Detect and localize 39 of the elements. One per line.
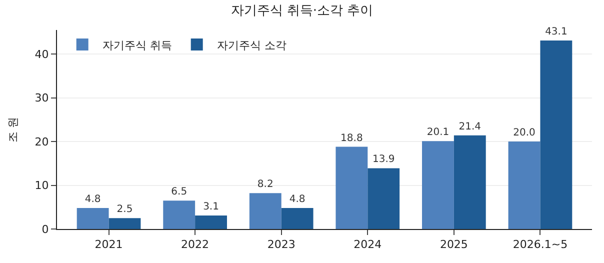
bar: [76, 208, 109, 229]
x-tick-label: 2025: [440, 238, 468, 252]
bar: [508, 142, 540, 229]
data-label: 18.8: [340, 132, 363, 144]
bar: [163, 200, 196, 229]
y-tick-label: 40: [34, 48, 49, 61]
x-tick-label: 2026.1~5: [512, 238, 568, 252]
bar: [195, 215, 227, 229]
bar: [336, 146, 368, 229]
data-label: 4.8: [289, 194, 306, 206]
legend-label: 자기주식 취득: [102, 38, 172, 52]
bar: [540, 40, 572, 229]
y-tick-label: 20: [34, 135, 49, 148]
bar: [368, 168, 400, 229]
data-label: 43.1: [545, 26, 568, 38]
data-label: 6.5: [171, 186, 188, 198]
y-tick-label: 10: [34, 179, 49, 192]
data-label: 20.0: [513, 128, 536, 139]
data-label: 8.2: [257, 179, 274, 190]
x-tick-label: 2021: [94, 238, 123, 252]
data-label: 21.4: [458, 121, 482, 132]
x-tick-label: 2022: [181, 238, 210, 252]
x-tick-label: 2024: [354, 238, 382, 252]
legend-label: 자기주식 소각: [216, 38, 286, 52]
bar: [422, 141, 454, 229]
y-axis-title: 조 원: [6, 116, 20, 142]
y-tick-label: 0: [42, 222, 49, 236]
bar: [108, 218, 141, 229]
chart-title: 자기주식 취득·소각 추이: [230, 3, 374, 18]
data-label: 13.9: [372, 154, 395, 166]
y-tick-label: 30: [34, 92, 49, 105]
bar: [454, 135, 486, 229]
bar: [249, 193, 282, 229]
data-label: 4.8: [84, 194, 101, 206]
data-label: 3.1: [203, 201, 219, 212]
data-label: 2.5: [116, 204, 133, 216]
x-tick-label: 2023: [267, 238, 296, 252]
bar: [281, 208, 314, 229]
data-label: 20.1: [426, 127, 450, 138]
